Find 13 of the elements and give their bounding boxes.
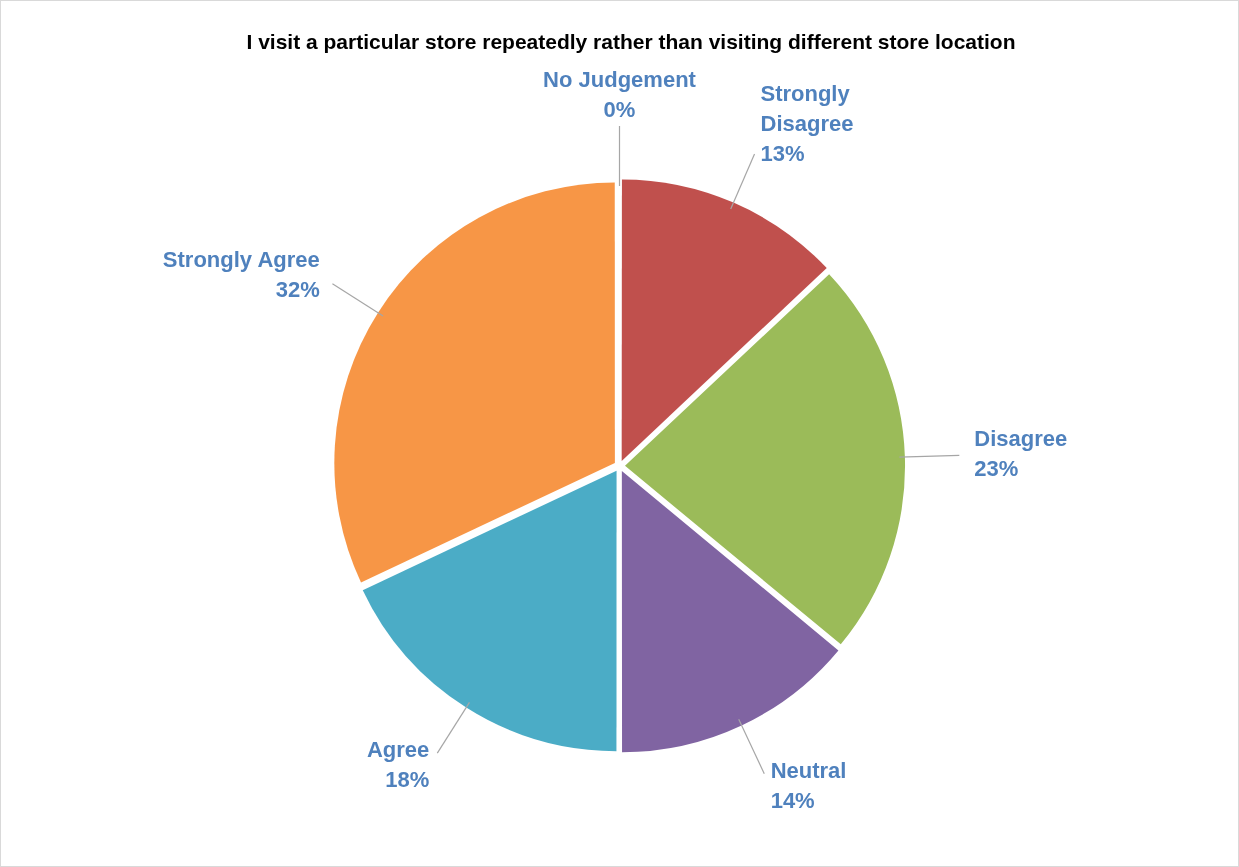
slice-label: Strongly Disagree — [760, 81, 854, 137]
text: 0% — [603, 97, 636, 123]
slice-label: Strongly Agree — [162, 246, 320, 272]
data-label: 18% — [385, 766, 430, 792]
data-label: 14% — [770, 788, 815, 814]
data-label: 13% — [760, 141, 805, 167]
category-label: No Judgement — [543, 67, 696, 93]
data-label: 32% — [275, 276, 320, 302]
data-label: 23% — [974, 455, 1019, 481]
slice-label: Agree — [366, 736, 430, 762]
slice-label: Disagree — [974, 425, 1068, 451]
slice-label: Neutral — [770, 758, 847, 784]
chart-title: I visit a particular store repeatedly rather than visiting different store location — [245, 29, 1017, 55]
